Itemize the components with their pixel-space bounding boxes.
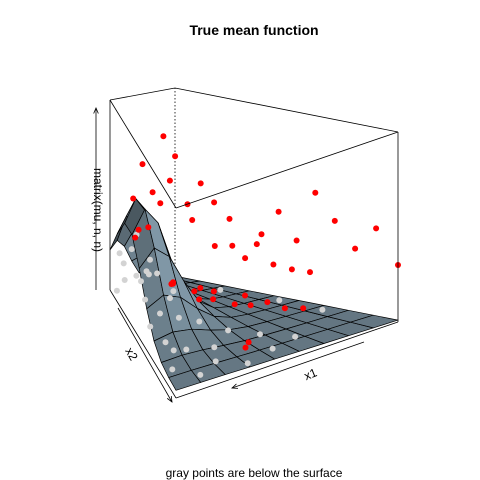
caption-text: gray points are below the surface bbox=[166, 466, 343, 480]
point-above-surface bbox=[253, 241, 260, 248]
x2-axis-arrow-head bbox=[166, 395, 173, 403]
point-above-surface bbox=[211, 243, 218, 249]
point-above-surface bbox=[242, 292, 248, 299]
point-below-surface bbox=[276, 297, 283, 304]
point-below-surface bbox=[196, 318, 203, 325]
point-below-surface bbox=[225, 327, 232, 334]
point-below-surface bbox=[170, 347, 177, 354]
point-above-surface bbox=[275, 208, 282, 215]
point-above-surface bbox=[242, 255, 249, 262]
point-above-surface bbox=[166, 177, 173, 184]
point-below-surface bbox=[169, 366, 176, 373]
point-above-surface bbox=[172, 153, 179, 160]
point-above-surface bbox=[373, 225, 380, 232]
box-edge-top-right bbox=[174, 87, 399, 133]
point-below-surface bbox=[319, 306, 326, 313]
point-below-surface bbox=[269, 345, 276, 352]
z-axis-label: matrix(mu, n, n) bbox=[91, 168, 105, 252]
point-above-surface bbox=[149, 189, 156, 196]
point-above-surface bbox=[132, 234, 139, 241]
point-below-surface bbox=[217, 286, 224, 293]
point-above-surface bbox=[210, 288, 217, 295]
point-above-surface bbox=[288, 266, 295, 273]
point-below-surface bbox=[147, 323, 154, 330]
point-above-surface bbox=[293, 237, 300, 244]
point-below-surface bbox=[257, 331, 263, 338]
point-above-surface bbox=[312, 189, 319, 196]
x1-axis-arrow bbox=[231, 341, 365, 389]
point-above-surface bbox=[160, 133, 167, 140]
x2-axis-arrow bbox=[117, 307, 173, 403]
point-above-surface bbox=[130, 195, 137, 202]
point-below-surface bbox=[212, 358, 219, 365]
point-above-surface bbox=[135, 226, 142, 233]
point-above-surface bbox=[145, 224, 152, 231]
x1-axis-label: x1 bbox=[302, 365, 319, 383]
point-above-surface bbox=[157, 200, 164, 207]
box-edge-bottom-right bbox=[175, 321, 399, 399]
point-below-surface bbox=[113, 287, 120, 294]
point-above-surface bbox=[258, 231, 265, 238]
box-back-edges bbox=[109, 87, 399, 278]
point-above-surface bbox=[211, 199, 218, 206]
point-below-surface bbox=[244, 360, 251, 367]
point-above-surface bbox=[245, 339, 252, 346]
surface-facet bbox=[350, 314, 399, 329]
point-below-surface bbox=[147, 256, 153, 263]
point-below-surface bbox=[211, 344, 218, 351]
box-edge-top-front bbox=[109, 99, 177, 209]
point-above-surface bbox=[270, 261, 277, 268]
point-below-surface bbox=[142, 296, 149, 303]
point-above-surface bbox=[196, 296, 203, 303]
point-below-surface bbox=[162, 339, 169, 346]
surface-mesh bbox=[109, 198, 399, 391]
point-above-surface bbox=[331, 217, 338, 224]
point-below-surface bbox=[121, 277, 128, 283]
z-axis-arrow-head bbox=[93, 106, 99, 114]
point-above-surface bbox=[352, 245, 359, 252]
point-above-surface bbox=[170, 279, 177, 286]
point-above-surface bbox=[226, 215, 233, 222]
point-above-surface bbox=[264, 299, 271, 306]
point-below-surface bbox=[197, 371, 204, 378]
point-above-surface bbox=[229, 242, 236, 249]
point-above-surface bbox=[191, 288, 198, 295]
x1-axis-arrow-head bbox=[231, 383, 239, 389]
axis-arrows bbox=[93, 106, 365, 403]
point-below-surface bbox=[175, 314, 182, 321]
point-above-surface bbox=[307, 269, 313, 276]
point-above-surface bbox=[231, 301, 238, 308]
point-above-surface bbox=[189, 217, 196, 223]
point-above-surface bbox=[247, 302, 254, 309]
box-edge-top-back bbox=[109, 87, 176, 101]
point-above-surface bbox=[242, 344, 249, 351]
point-below-surface bbox=[138, 278, 144, 285]
point-below-surface bbox=[170, 288, 177, 295]
chart-title: True mean function bbox=[189, 22, 318, 38]
point-above-surface bbox=[139, 161, 146, 168]
box-edge-top-front2 bbox=[175, 131, 399, 209]
point-below-surface bbox=[120, 260, 127, 267]
x2-axis-label: x2 bbox=[122, 345, 141, 363]
point-below-surface bbox=[183, 346, 190, 353]
box-edge-bottom-left bbox=[109, 289, 177, 399]
point-below-surface bbox=[145, 271, 152, 278]
point-below-surface bbox=[292, 333, 299, 340]
point-above-surface bbox=[300, 305, 307, 312]
point-above-surface bbox=[197, 285, 204, 291]
data-points bbox=[113, 133, 401, 378]
box-front-edges bbox=[109, 99, 399, 399]
point-above-surface bbox=[197, 180, 204, 187]
point-below-surface bbox=[157, 310, 163, 317]
point-above-surface bbox=[210, 296, 217, 303]
point-below-surface bbox=[167, 295, 173, 302]
point-below-surface bbox=[128, 246, 135, 253]
point-below-surface bbox=[154, 270, 161, 277]
point-above-surface bbox=[281, 305, 288, 312]
point-below-surface bbox=[133, 272, 140, 279]
point-below-surface bbox=[116, 250, 123, 257]
